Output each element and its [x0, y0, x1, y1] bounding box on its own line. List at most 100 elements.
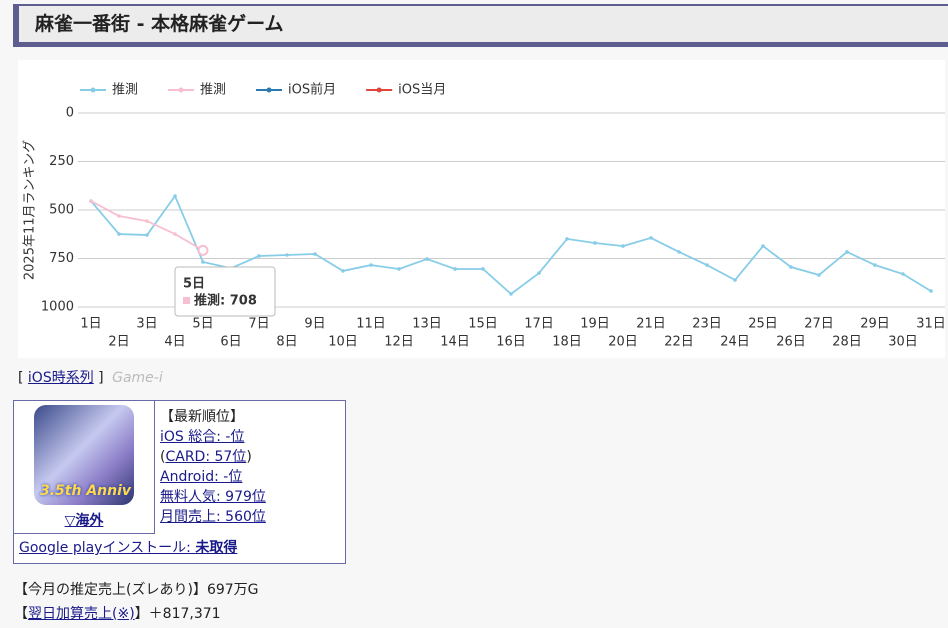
- x-tick-label: 13日: [412, 317, 442, 332]
- point: [677, 250, 681, 254]
- point: [761, 244, 765, 248]
- x-tick-label: 23日: [692, 317, 722, 332]
- tooltip-swatch: [183, 297, 190, 304]
- x-tick-label: 21日: [636, 317, 666, 332]
- paren: (: [160, 449, 166, 465]
- point: [313, 252, 317, 256]
- x-tick-label: 8日: [276, 335, 297, 350]
- tooltip-box: [174, 266, 276, 317]
- point: [789, 265, 793, 269]
- legend-label: iOS当月: [398, 83, 446, 98]
- install-label: Google playインストール:: [19, 540, 196, 556]
- x-tick-label: 29日: [860, 317, 890, 332]
- point: [201, 260, 205, 264]
- point: [117, 232, 121, 236]
- month-value: 697万G: [206, 582, 259, 598]
- paren: ): [246, 449, 252, 465]
- chart: 0 250 500 750 1000 2025年11月ランキング 1日 2日 3日 4日 5日 6日 7…: [18, 60, 945, 358]
- x-tick-label: 4日: [164, 335, 185, 350]
- point: [453, 267, 457, 271]
- x-tick-label: 25日: [748, 317, 778, 332]
- x-tick-label: 26日: [776, 335, 806, 350]
- y-tick-label: 500: [49, 203, 74, 218]
- legend-dot: [266, 87, 272, 93]
- y-tick-label: 750: [49, 251, 74, 266]
- point: [537, 271, 541, 275]
- legend-dot: [90, 87, 96, 93]
- point: [733, 278, 737, 282]
- y-tick-label: 250: [49, 154, 74, 169]
- x-tick-label: 10日: [328, 335, 358, 350]
- point: [621, 244, 625, 248]
- x-tick-label: 7日: [248, 317, 269, 332]
- icon-cell: 3.5th Anniv ▽海外: [14, 401, 155, 534]
- next-link[interactable]: 翌日加算売上(※): [28, 606, 135, 622]
- x-tick-label: 30日: [888, 335, 918, 350]
- point: [565, 237, 569, 241]
- free-rank[interactable]: 無料人気: 979位: [160, 489, 266, 505]
- y-tick-label: 1000: [41, 300, 74, 315]
- point: [397, 267, 401, 271]
- region-link[interactable]: ▽海外: [64, 513, 104, 529]
- ios-series-link[interactable]: iOS時系列: [27, 370, 94, 386]
- page-title: 麻雀一番街 - 本格麻雀ゲーム: [13, 4, 948, 47]
- install-value: 未取得: [195, 540, 238, 556]
- x-tick-label: 11日: [356, 317, 386, 332]
- ios-rank[interactable]: iOS 総合: -位: [160, 429, 245, 445]
- x-tick-label: 5日: [192, 317, 213, 332]
- icon-text: 3.5th Anniv: [40, 483, 132, 499]
- y-axis-label: 2025年11月ランキング: [23, 140, 38, 280]
- bracket: ]: [98, 370, 104, 386]
- install-link[interactable]: Google playインストール: 未取得: [14, 534, 345, 563]
- legend-label: 推測: [200, 83, 226, 98]
- x-tick-label: 6日: [220, 335, 241, 350]
- x-tick-label: 28日: [832, 335, 862, 350]
- next-sales: 【翌日加算売上(※)】＋817,371: [14, 602, 259, 626]
- point: [89, 199, 93, 203]
- x-tick-label: 22日: [664, 335, 694, 350]
- point: [901, 272, 905, 276]
- app-icon[interactable]: 3.5th Anniv: [34, 405, 134, 505]
- point: [649, 236, 653, 240]
- x-tick-label: 12日: [384, 335, 414, 350]
- point: [257, 254, 261, 258]
- card-row: (CARD: 57位): [160, 447, 266, 467]
- rank-cell: 【最新順位】 iOS 総合: -位 (CARD: 57位) Android: -…: [160, 407, 266, 527]
- point: [593, 241, 597, 245]
- tooltip-title: 5日: [183, 277, 205, 292]
- point: [873, 263, 877, 267]
- y-tick-label: 0: [66, 106, 74, 121]
- hover-point: [197, 244, 209, 256]
- android-rank[interactable]: Android: -位: [160, 469, 243, 485]
- month-label: 【今月の推定売上(ズレあり)】: [14, 582, 207, 598]
- bracket: [: [18, 370, 24, 386]
- x-tick-label: 27日: [804, 317, 834, 332]
- point: [425, 257, 429, 261]
- monthly-rank[interactable]: 月間売上: 560位: [160, 509, 266, 525]
- app-box: 3.5th Anniv ▽海外 【最新順位】 iOS 総合: -位 (CARD:…: [13, 400, 346, 564]
- links-row: [ iOS時系列 ] Game-i: [18, 367, 163, 387]
- point: [341, 269, 345, 273]
- legend-label: 推測: [112, 83, 138, 98]
- point: [481, 267, 485, 271]
- bracket: 【: [14, 606, 28, 622]
- x-tick-label: 19日: [580, 317, 610, 332]
- legend-dot: [178, 87, 184, 93]
- point: [929, 289, 933, 293]
- point: [173, 232, 177, 236]
- series-line: [90, 200, 204, 252]
- x-tick-label: 31日: [916, 317, 945, 332]
- x-tick-label: 14日: [440, 335, 470, 350]
- x-tick-label: 20日: [608, 335, 638, 350]
- point: [285, 253, 289, 257]
- point: [509, 292, 513, 296]
- month-sales: 【今月の推定売上(ズレあり)】697万G: [14, 578, 259, 602]
- card-rank[interactable]: CARD: 57位: [165, 449, 247, 465]
- legend-label: iOS前月: [288, 82, 336, 98]
- x-tick-label: 9日: [304, 317, 325, 332]
- x-tick-label: 24日: [720, 335, 750, 350]
- x-tick-label: 17日: [524, 317, 554, 332]
- point: [117, 214, 121, 218]
- point: [369, 263, 373, 267]
